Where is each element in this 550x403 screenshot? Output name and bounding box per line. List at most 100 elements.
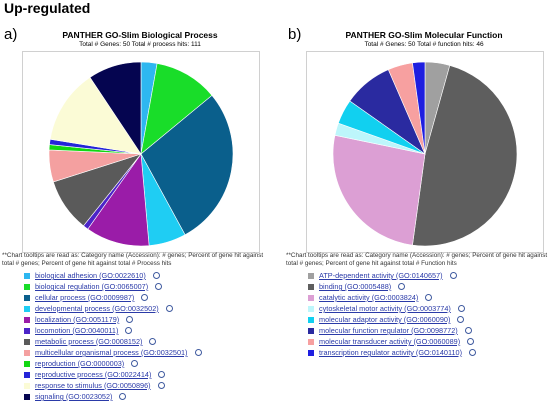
chart-title: PANTHER GO-Slim Molecular Function: [345, 30, 503, 40]
legend-item[interactable]: response to stimulus (GO:0050896): [24, 380, 202, 391]
pie-slice[interactable]: [140, 63, 213, 155]
biological-process-panel: a) PANTHER GO-Slim Biological Process To…: [2, 26, 264, 401]
chart-subtitle: Total # Genes: 50 Total # function hits:…: [364, 41, 484, 48]
pie-slice[interactable]: [412, 65, 518, 247]
legend-item[interactable]: locomotion (GO:0040011): [24, 325, 202, 336]
legend-item[interactable]: developmental process (GO:0032502): [24, 303, 202, 314]
info-icon[interactable]: [155, 283, 163, 290]
legend-label[interactable]: catalytic activity (GO:0003824): [319, 293, 419, 302]
legend-label[interactable]: ATP-dependent activity (GO:0140657): [319, 271, 443, 280]
info-icon[interactable]: [398, 283, 406, 290]
legend-swatch: [308, 349, 314, 356]
info-icon[interactable]: [119, 393, 127, 400]
legend-item[interactable]: ATP-dependent activity (GO:0140657): [308, 270, 476, 281]
legend-label[interactable]: biological regulation (GO:0065007): [35, 282, 149, 291]
legend-item[interactable]: biological regulation (GO:0065007): [24, 281, 202, 292]
legend-label[interactable]: reproduction (GO:0000003): [35, 359, 125, 368]
info-icon[interactable]: [125, 327, 133, 334]
legend-item[interactable]: binding (GO:0005488): [308, 281, 476, 292]
legend-swatch: [24, 360, 30, 367]
legend-label[interactable]: biological adhesion (GO:0022610): [35, 271, 146, 280]
legend-item[interactable]: catalytic activity (GO:0003824): [308, 292, 476, 303]
legend-swatch: [308, 272, 314, 279]
legend-item[interactable]: reproductive process (GO:0022414): [24, 369, 202, 380]
legend-item[interactable]: molecular transducer activity (GO:006008…: [308, 336, 476, 347]
info-icon[interactable]: [457, 316, 465, 323]
legend-swatch: [24, 305, 30, 312]
legend-swatch: [24, 338, 30, 345]
info-icon[interactable]: [425, 294, 433, 301]
legend-label[interactable]: cellular process (GO:0009987): [35, 293, 135, 302]
pie-chart-frame: [306, 51, 544, 253]
info-icon[interactable]: [469, 349, 477, 356]
biological-process-legend: biological adhesion (GO:0022610) biologic…: [24, 270, 202, 402]
legend-swatch: [24, 327, 30, 334]
pie-slice[interactable]: [332, 134, 426, 246]
legend-label[interactable]: response to stimulus (GO:0050896): [35, 381, 151, 390]
legend-label[interactable]: molecular adaptor activity (GO:0060090): [319, 315, 451, 324]
legend-item[interactable]: cellular process (GO:0009987): [24, 292, 202, 303]
legend-label[interactable]: molecular transducer activity (GO:006008…: [319, 337, 461, 346]
legend-item[interactable]: cytoskeletal motor activity (GO:0003774): [308, 303, 476, 314]
info-icon[interactable]: [449, 272, 457, 279]
legend-label[interactable]: metabolic process (GO:0008152): [35, 337, 143, 346]
legend-swatch: [308, 294, 314, 301]
info-icon[interactable]: [126, 316, 134, 323]
legend-label[interactable]: developmental process (GO:0032502): [35, 304, 159, 313]
legend-label[interactable]: cytoskeletal motor activity (GO:0003774): [319, 304, 451, 313]
legend-item[interactable]: localization (GO:0051179): [24, 314, 202, 325]
chart-title: PANTHER GO-Slim Biological Process: [62, 30, 218, 40]
legend-item[interactable]: metabolic process (GO:0008152): [24, 336, 202, 347]
molecular-function-legend: ATP-dependent activity (GO:0140657) bindi…: [308, 270, 477, 358]
legend-swatch: [24, 349, 30, 356]
legend-swatch: [24, 316, 30, 323]
legend-swatch: [308, 316, 314, 323]
pie-slice[interactable]: [140, 95, 234, 236]
legend-item[interactable]: reproduction (GO:0000003): [24, 358, 202, 369]
legend-label[interactable]: localization (GO:0051179): [35, 315, 120, 324]
legend-item[interactable]: biological adhesion (GO:0022610): [24, 270, 202, 281]
legend-swatch: [308, 283, 314, 290]
legend-swatch: [24, 371, 30, 378]
molecular-function-pie-chart: [332, 61, 518, 247]
legend-swatch: [24, 294, 30, 301]
page-heading: Up-regulated: [4, 0, 91, 16]
info-icon[interactable]: [131, 360, 139, 367]
legend-swatch: [308, 338, 314, 345]
chart-tooltip-note: **Chart tooltips are read as: Category n…: [2, 252, 264, 267]
legend-label[interactable]: locomotion (GO:0040011): [35, 326, 119, 335]
pie-slice[interactable]: [89, 61, 142, 155]
legend-item[interactable]: multicellular organismal process (GO:003…: [24, 347, 202, 358]
legend-label[interactable]: reproductive process (GO:0022414): [35, 370, 152, 379]
info-icon[interactable]: [464, 327, 472, 334]
legend-swatch: [308, 305, 314, 312]
legend-item[interactable]: signaling (GO:0023052): [24, 391, 202, 402]
panel-label-b: b): [288, 26, 302, 43]
legend-item[interactable]: transcription regulator activity (GO:014…: [308, 347, 477, 358]
info-icon[interactable]: [158, 371, 166, 378]
pie-chart-frame: [22, 51, 260, 253]
info-icon[interactable]: [194, 349, 202, 356]
pie-slice[interactable]: [87, 153, 150, 247]
legend-swatch: [24, 272, 30, 279]
info-icon[interactable]: [165, 305, 173, 312]
legend-label[interactable]: molecular function regulator (GO:0098772…: [319, 326, 458, 335]
info-icon[interactable]: [157, 382, 165, 389]
info-icon[interactable]: [141, 294, 149, 301]
legend-label[interactable]: binding (GO:0005488): [319, 282, 392, 291]
legend-swatch: [24, 283, 30, 290]
info-icon[interactable]: [457, 305, 465, 312]
info-icon[interactable]: [152, 272, 160, 279]
pie-slice[interactable]: [49, 76, 142, 155]
chart-tooltip-note: **Chart tooltips are read as: Category n…: [286, 252, 548, 267]
legend-item[interactable]: molecular adaptor activity (GO:0060090): [308, 314, 476, 325]
legend-label[interactable]: multicellular organismal process (GO:003…: [35, 348, 188, 357]
legend-item[interactable]: molecular function regulator (GO:0098772…: [308, 325, 476, 336]
legend-swatch: [24, 393, 30, 400]
legend-label[interactable]: transcription regulator activity (GO:014…: [319, 348, 463, 357]
info-icon[interactable]: [467, 338, 475, 345]
legend-label[interactable]: signaling (GO:0023052): [35, 392, 113, 401]
pie-slice[interactable]: [412, 61, 426, 155]
legend-swatch: [308, 327, 314, 334]
info-icon[interactable]: [149, 338, 157, 345]
